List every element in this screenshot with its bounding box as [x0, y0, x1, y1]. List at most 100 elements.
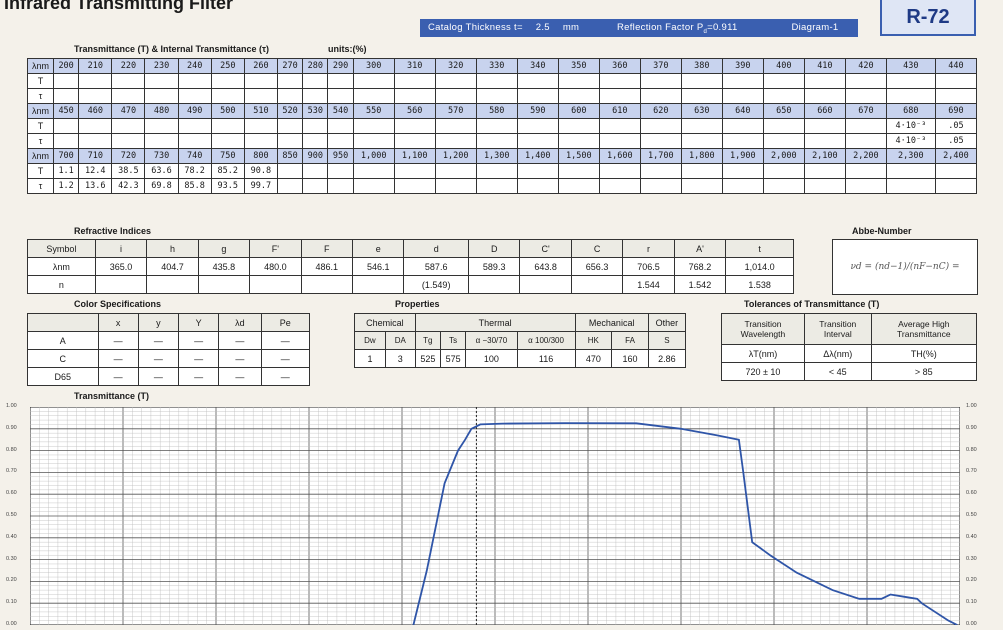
transmittance-cell	[210, 118, 245, 134]
y-tick-label-right: 0.80	[966, 446, 977, 453]
wavelength-cell: 650	[762, 103, 805, 119]
transmittance-row: T 1.1 12.4 38.5 63.6 78.2 85.2 90.8	[27, 163, 978, 179]
y-tick-label: 0.50	[6, 512, 17, 518]
symbol-cell: C'	[519, 239, 572, 258]
internal-transmittance-cell: 85.8	[177, 178, 212, 194]
transmittance-cell	[393, 73, 436, 89]
refractive-index-cell	[197, 275, 251, 294]
internal-transmittance-cell	[762, 178, 805, 194]
internal-transmittance-cell: 93.5	[210, 178, 245, 194]
internal-transmittance-cell	[111, 133, 146, 149]
reflection-sub: d	[703, 28, 708, 35]
color-specs-cell: —	[137, 331, 180, 350]
transmittance-cell	[243, 73, 278, 89]
refractive-row: λnm 365.0 404.7 435.8 480.0 486.1 546.1 587.6 58…	[27, 257, 794, 276]
internal-transmittance-cell	[111, 88, 146, 104]
refractive-index-cell	[467, 275, 521, 294]
symbol-cell: r	[622, 239, 675, 258]
properties-value-cell: 116	[516, 349, 576, 368]
refractive-wavelength-cell: 435.8	[197, 257, 251, 276]
refractive-wavelength-cell: 404.7	[146, 257, 199, 276]
color-specs-cell: —	[137, 367, 180, 386]
refractive-wavelength-cell: 768.2	[673, 257, 727, 276]
transmittance-cell	[557, 163, 600, 179]
internal-transmittance-cell	[393, 88, 436, 104]
color-specs-cell: —	[178, 367, 220, 386]
transmittance-cell	[639, 163, 682, 179]
transmittance-cell	[434, 118, 477, 134]
wavelength-cell: 260	[243, 58, 278, 74]
internal-transmittance-cell	[598, 178, 641, 194]
color-specs-cell: —	[218, 349, 262, 368]
tolerances-unit-cell: TH(%)	[870, 344, 978, 363]
wavelength-cell: 630	[680, 103, 723, 119]
properties-value-cell: 100	[465, 349, 518, 368]
wavelength-row: λnm 700 710 720 730 740 750 800 850 900 950 1,000 1,…	[27, 148, 978, 164]
internal-transmittance-cell: .05	[934, 133, 978, 149]
wavelength-cell: 350	[557, 58, 600, 74]
wavelength-cell: 320	[434, 58, 477, 74]
wavelength-cell: 1,400	[516, 148, 559, 164]
wavelength-cell: 520	[276, 103, 304, 119]
symbol-cell: F	[300, 239, 353, 258]
internal-transmittance-cell	[434, 133, 477, 149]
properties-subheader-cell: Dw	[354, 331, 386, 350]
t-label: T	[27, 118, 54, 134]
internal-transmittance-cell	[475, 88, 518, 104]
internal-transmittance-cell	[177, 88, 212, 104]
wavelength-cell: 490	[177, 103, 212, 119]
tolerances-unit-cell: Δλ(nm)	[803, 344, 872, 363]
refractive-wavelength-cell: 706.5	[622, 257, 675, 276]
properties-value-row: 1 3 525 575 100 116 470 160 2.86	[354, 349, 687, 368]
wavelength-cell: 950	[327, 148, 354, 164]
refractive-wavelength-cell: 589.3	[467, 257, 521, 276]
internal-transmittance-cell	[721, 133, 764, 149]
wavelength-cell: 2,400	[934, 148, 978, 164]
y-tick-label-right: 0.20	[966, 577, 977, 584]
wavelength-cell: 460	[78, 103, 113, 119]
wavelength-cell: 1,000	[352, 148, 395, 164]
wavelength-cell: 400	[762, 58, 805, 74]
internal-transmittance-row: τ	[27, 88, 978, 104]
transmittance-cell	[598, 163, 641, 179]
y-tick-label: 0.10	[6, 599, 17, 606]
internal-transmittance-cell	[210, 133, 245, 149]
internal-transmittance-cell	[434, 88, 477, 104]
wavelength-cell: 690	[934, 103, 978, 119]
tolerances-table: Transition Wavelength Transition Interval…	[721, 313, 978, 381]
refractive-wavelength-cell: 365.0	[94, 257, 148, 276]
refractive-row-label: Symbol	[27, 239, 96, 258]
internal-transmittance-cell	[144, 88, 179, 104]
transmittance-cell	[144, 118, 179, 134]
wavelength-cell: 270	[276, 58, 304, 74]
tolerances-value-cell: > 85	[870, 362, 978, 381]
color-specs-cell: —	[218, 331, 262, 350]
internal-transmittance-cell	[844, 178, 887, 194]
wavelength-cell: 1,700	[639, 148, 682, 164]
symbol-cell: C	[570, 239, 624, 258]
properties-subheader-cell: Ts	[439, 331, 467, 350]
transmittance-cell	[762, 163, 805, 179]
wavelength-cell: 680	[885, 103, 936, 119]
y-tick-label: 0.00	[6, 621, 17, 627]
transmittance-cell	[243, 118, 278, 134]
symbol-cell: i	[94, 239, 148, 258]
transmittance-cell	[111, 118, 146, 134]
internal-transmittance-cell	[680, 133, 723, 149]
refractive-index-cell	[351, 275, 405, 294]
reflection-label: Reflection Factor P	[617, 22, 704, 33]
transmittance-cell	[210, 73, 245, 89]
product-code: R-72	[880, 0, 976, 36]
wavelength-cell: 730	[144, 148, 179, 164]
internal-transmittance-cell	[680, 88, 723, 104]
wavelength-cell: 1,600	[598, 148, 641, 164]
properties-subheader-cell: FA	[611, 331, 649, 350]
internal-transmittance-cell	[434, 178, 477, 194]
transmittance-cell	[111, 73, 146, 89]
thickness-value: 2.5	[535, 22, 550, 33]
properties-caption: Properties	[395, 299, 440, 309]
symbol-cell: A'	[673, 239, 727, 258]
